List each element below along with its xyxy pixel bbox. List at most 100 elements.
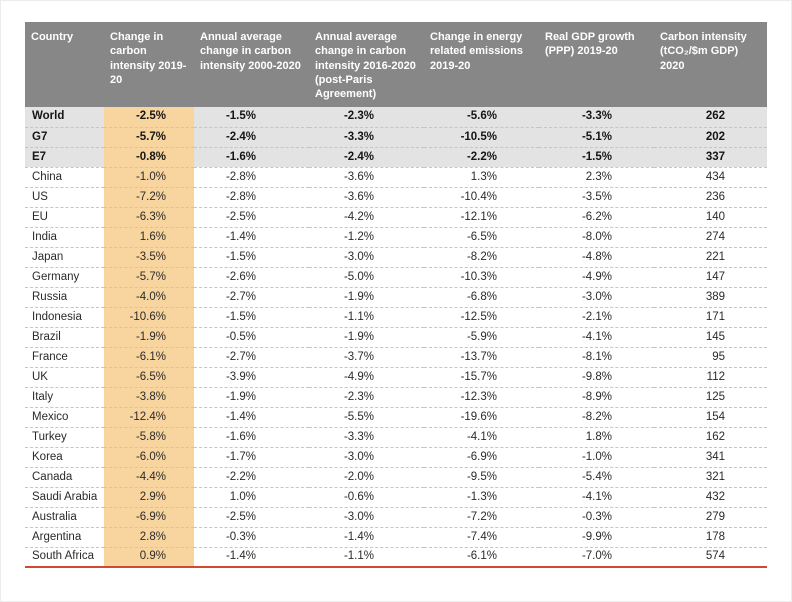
cell-value: -8.2% xyxy=(539,407,654,428)
table-row: Canada -4.4% -2.2% -2.0% -9.5% -5.4% 321 xyxy=(25,467,767,488)
cell-value: -7.0% xyxy=(539,547,654,569)
cell-value: -13.7% xyxy=(424,347,539,368)
cell-value: -1.2% xyxy=(309,227,424,248)
cell-value: -4.2% xyxy=(309,207,424,228)
cell-value: -3.0% xyxy=(309,507,424,528)
table-row: World -2.5% -1.5% -2.3% -5.6% -3.3% 262 xyxy=(25,107,767,128)
cell-value: -2.6% xyxy=(194,267,309,288)
cell-value: -7.4% xyxy=(424,527,539,548)
cell-value: -8.2% xyxy=(424,247,539,268)
cell-value: -2.4% xyxy=(309,147,424,168)
cell-value: -8.9% xyxy=(539,387,654,408)
row-label: Turkey xyxy=(25,427,104,448)
row-label: Russia xyxy=(25,287,104,308)
cell-value: -1.9% xyxy=(309,327,424,348)
cell-value: -1.5% xyxy=(539,147,654,168)
cell-value: -0.5% xyxy=(194,327,309,348)
row-label: South Africa xyxy=(25,547,104,569)
column-header-6: Carbon intensity (tCO₂/$m GDP) 2020 xyxy=(654,22,767,108)
cell-value: 154 xyxy=(654,407,767,428)
cell-value: -6.2% xyxy=(539,207,654,228)
cell-value: -5.1% xyxy=(539,127,654,148)
cell-value: -10.3% xyxy=(424,267,539,288)
table-header-row: Country Change in carbon intensity 2019-2… xyxy=(25,22,767,108)
cell-value: -2.0% xyxy=(309,467,424,488)
cell-value: -5.6% xyxy=(424,107,539,128)
cell-value: -3.5% xyxy=(104,247,194,268)
cell-value: 147 xyxy=(654,267,767,288)
cell-value: -0.3% xyxy=(194,527,309,548)
cell-value: -9.9% xyxy=(539,527,654,548)
cell-value: -2.5% xyxy=(194,207,309,228)
table-row: China -1.0% -2.8% -3.6% 1.3% 2.3% 434 xyxy=(25,167,767,188)
cell-value: -3.8% xyxy=(104,387,194,408)
cell-value: -4.9% xyxy=(539,267,654,288)
row-label: Italy xyxy=(25,387,104,408)
cell-value: -1.6% xyxy=(194,427,309,448)
cell-value: 432 xyxy=(654,487,767,508)
table-row: India 1.6% -1.4% -1.2% -6.5% -8.0% 274 xyxy=(25,227,767,248)
cell-value: -6.3% xyxy=(104,207,194,228)
table-row: Australia -6.9% -2.5% -3.0% -7.2% -0.3% 279 xyxy=(25,507,767,528)
cell-value: -2.1% xyxy=(539,307,654,328)
cell-value: -0.6% xyxy=(309,487,424,508)
cell-value: -3.6% xyxy=(309,167,424,188)
table-body: World -2.5% -1.5% -2.3% -5.6% -3.3% 262 G7 -5.7%… xyxy=(25,107,767,569)
cell-value: 1.8% xyxy=(539,427,654,448)
table-row: Japan -3.5% -1.5% -3.0% -8.2% -4.8% 221 xyxy=(25,247,767,268)
cell-value: -6.8% xyxy=(424,287,539,308)
row-label: India xyxy=(25,227,104,248)
cell-value: -1.4% xyxy=(194,407,309,428)
cell-value: 574 xyxy=(654,547,767,569)
table-header: Country Change in carbon intensity 2019-2… xyxy=(25,22,767,108)
table-row: G7 -5.7% -2.4% -3.3% -10.5% -5.1% 202 xyxy=(25,127,767,148)
cell-value: -0.3% xyxy=(539,507,654,528)
cell-value: -10.6% xyxy=(104,307,194,328)
cell-value: -4.9% xyxy=(309,367,424,388)
cell-value: -2.5% xyxy=(194,507,309,528)
cell-value: 2.3% xyxy=(539,167,654,188)
cell-value: -6.1% xyxy=(424,547,539,569)
cell-value: -3.7% xyxy=(309,347,424,368)
cell-value: -6.5% xyxy=(424,227,539,248)
cell-value: -4.0% xyxy=(104,287,194,308)
table-row: Turkey -5.8% -1.6% -3.3% -4.1% 1.8% 162 xyxy=(25,427,767,448)
row-label: E7 xyxy=(25,147,104,168)
row-label: China xyxy=(25,167,104,188)
cell-value: -5.7% xyxy=(104,267,194,288)
cell-value: -1.4% xyxy=(194,547,309,569)
cell-value: -3.3% xyxy=(309,427,424,448)
cell-value: -1.5% xyxy=(194,307,309,328)
cell-value: 321 xyxy=(654,467,767,488)
cell-value: -2.3% xyxy=(309,107,424,128)
cell-value: 145 xyxy=(654,327,767,348)
cell-value: -7.2% xyxy=(104,187,194,208)
table-row: Italy -3.8% -1.9% -2.3% -12.3% -8.9% 125 xyxy=(25,387,767,408)
column-header-0: Country xyxy=(25,22,104,108)
cell-value: -9.8% xyxy=(539,367,654,388)
cell-value: -1.0% xyxy=(539,447,654,468)
table-row: Russia -4.0% -2.7% -1.9% -6.8% -3.0% 389 xyxy=(25,287,767,308)
row-label: UK xyxy=(25,367,104,388)
cell-value: -12.1% xyxy=(424,207,539,228)
cell-value: -10.5% xyxy=(424,127,539,148)
table-row: France -6.1% -2.7% -3.7% -13.7% -8.1% 95 xyxy=(25,347,767,368)
cell-value: 236 xyxy=(654,187,767,208)
cell-value: -2.8% xyxy=(194,187,309,208)
cell-value: -1.5% xyxy=(194,247,309,268)
cell-value: -1.1% xyxy=(309,307,424,328)
cell-value: -5.0% xyxy=(309,267,424,288)
cell-value: -6.1% xyxy=(104,347,194,368)
cell-value: -2.7% xyxy=(194,347,309,368)
table-row: Argentina 2.8% -0.3% -1.4% -7.4% -9.9% 178 xyxy=(25,527,767,548)
cell-value: 202 xyxy=(654,127,767,148)
row-label: Japan xyxy=(25,247,104,268)
cell-value: -5.9% xyxy=(424,327,539,348)
cell-value: -4.4% xyxy=(104,467,194,488)
cell-value: 125 xyxy=(654,387,767,408)
cell-value: -6.9% xyxy=(424,447,539,468)
cell-value: -8.0% xyxy=(539,227,654,248)
cell-value: -1.5% xyxy=(194,107,309,128)
cell-value: -4.1% xyxy=(539,487,654,508)
